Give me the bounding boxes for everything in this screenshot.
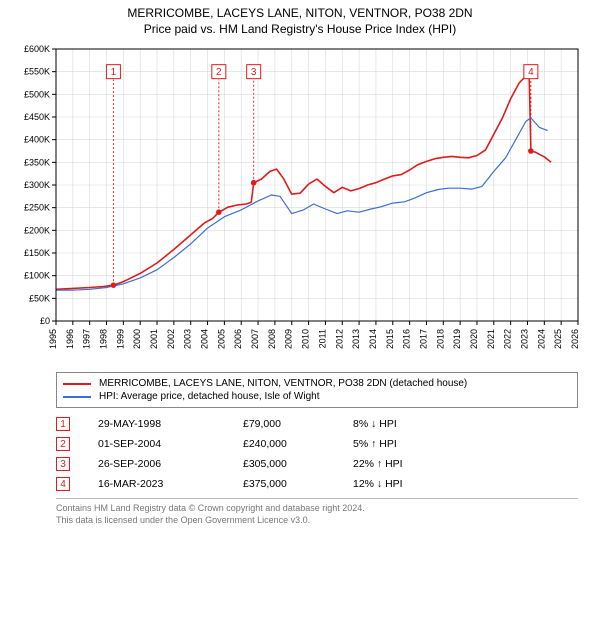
svg-text:4: 4 [528, 67, 534, 78]
svg-text:2005: 2005 [216, 329, 226, 349]
title-line1: MERRICOMBE, LACEYS LANE, NITON, VENTNOR,… [8, 6, 592, 22]
svg-text:2020: 2020 [469, 329, 479, 349]
transactions-table: 129-MAY-1998£79,0008% ↓ HPI201-SEP-2004£… [56, 414, 578, 494]
transaction-price: £375,000 [243, 478, 353, 490]
attribution-line1: Contains HM Land Registry data © Crown c… [56, 503, 578, 515]
svg-text:£300K: £300K [24, 180, 50, 190]
transaction-price: £240,000 [243, 438, 353, 450]
svg-text:2014: 2014 [368, 329, 378, 349]
svg-text:1997: 1997 [82, 329, 92, 349]
legend: MERRICOMBE, LACEYS LANE, NITON, VENTNOR,… [56, 372, 578, 408]
svg-text:2: 2 [216, 67, 222, 78]
svg-text:2023: 2023 [519, 329, 529, 349]
svg-text:2002: 2002 [166, 329, 176, 349]
transaction-marker: 2 [56, 437, 70, 451]
legend-swatch [63, 383, 91, 385]
transaction-price: £79,000 [243, 418, 353, 430]
legend-row: HPI: Average price, detached house, Isle… [63, 390, 571, 403]
svg-text:1: 1 [111, 67, 117, 78]
svg-text:£200K: £200K [24, 226, 50, 236]
transaction-delta: 12% ↓ HPI [353, 478, 473, 490]
svg-text:£500K: £500K [24, 90, 50, 100]
svg-text:2008: 2008 [267, 329, 277, 349]
chart-title: MERRICOMBE, LACEYS LANE, NITON, VENTNOR,… [8, 6, 592, 37]
transaction-row: 2 01-SEP-2004£240,0005% ↑ HPI [56, 434, 578, 454]
svg-text:2006: 2006 [233, 329, 243, 349]
svg-text:2003: 2003 [183, 329, 193, 349]
chart-container: MERRICOMBE, LACEYS LANE, NITON, VENTNOR,… [0, 0, 600, 533]
transaction-date: 26-SEP-2006 [98, 458, 243, 470]
attribution-line2: This data is licensed under the Open Gov… [56, 515, 578, 527]
svg-text:2025: 2025 [553, 329, 563, 349]
transaction-marker: 3 [56, 457, 70, 471]
svg-text:1999: 1999 [115, 329, 125, 349]
transaction-date: 16-MAR-2023 [98, 478, 243, 490]
svg-text:2021: 2021 [486, 329, 496, 349]
svg-text:3: 3 [251, 67, 257, 78]
svg-text:£550K: £550K [24, 67, 50, 77]
transaction-row: 3 26-SEP-2006£305,00022% ↑ HPI [56, 454, 578, 474]
svg-text:2019: 2019 [452, 329, 462, 349]
svg-text:2012: 2012 [334, 329, 344, 349]
svg-text:1998: 1998 [99, 329, 109, 349]
title-line2: Price paid vs. HM Land Registry's House … [8, 22, 592, 38]
transaction-row: 4 16-MAR-2023£375,00012% ↓ HPI [56, 474, 578, 494]
attribution: Contains HM Land Registry data © Crown c… [56, 498, 578, 526]
svg-text:£100K: £100K [24, 271, 50, 281]
svg-text:£150K: £150K [24, 248, 50, 258]
transaction-delta: 5% ↑ HPI [353, 438, 473, 450]
svg-text:1995: 1995 [48, 329, 58, 349]
legend-swatch [63, 396, 91, 398]
svg-text:£350K: £350K [24, 158, 50, 168]
svg-text:2015: 2015 [385, 329, 395, 349]
legend-label: HPI: Average price, detached house, Isle… [99, 391, 320, 402]
line-chart-svg: 1 2 3 4 £0 £50K £100K £150K £200K £250K £300K £350K… [8, 41, 592, 359]
svg-text:2004: 2004 [200, 329, 210, 349]
svg-text:£600K: £600K [24, 44, 50, 54]
svg-text:£450K: £450K [24, 112, 50, 122]
svg-text:2000: 2000 [132, 329, 142, 349]
legend-label: MERRICOMBE, LACEYS LANE, NITON, VENTNOR,… [99, 378, 467, 389]
svg-text:2016: 2016 [402, 329, 412, 349]
svg-text:2011: 2011 [317, 329, 327, 348]
svg-text:£250K: £250K [24, 203, 50, 213]
svg-text:2018: 2018 [435, 329, 445, 349]
legend-row: MERRICOMBE, LACEYS LANE, NITON, VENTNOR,… [63, 377, 571, 390]
transaction-row: 1 29-MAY-1998£79,0008% ↓ HPI [56, 414, 578, 434]
transaction-date: 01-SEP-2004 [98, 438, 243, 450]
svg-text:£0: £0 [40, 316, 50, 326]
transaction-date: 29-MAY-1998 [98, 418, 243, 430]
svg-text:2022: 2022 [503, 329, 513, 349]
svg-text:2007: 2007 [250, 329, 260, 349]
svg-text:2010: 2010 [301, 329, 311, 349]
transaction-marker: 4 [56, 477, 70, 491]
transaction-marker: 1 [56, 417, 70, 431]
chart-area: 1 2 3 4 £0 £50K £100K £150K £200K £250K £300K £350K… [8, 41, 592, 364]
svg-text:2001: 2001 [149, 329, 159, 349]
transaction-price: £305,000 [243, 458, 353, 470]
transaction-delta: 22% ↑ HPI [353, 458, 473, 470]
svg-text:£50K: £50K [29, 294, 50, 304]
svg-text:2017: 2017 [418, 329, 428, 349]
svg-text:2013: 2013 [351, 329, 361, 349]
svg-text:2026: 2026 [570, 329, 580, 349]
svg-text:1996: 1996 [65, 329, 75, 349]
transaction-delta: 8% ↓ HPI [353, 418, 473, 430]
svg-text:2009: 2009 [284, 329, 294, 349]
svg-text:£400K: £400K [24, 135, 50, 145]
svg-text:2024: 2024 [536, 329, 546, 349]
